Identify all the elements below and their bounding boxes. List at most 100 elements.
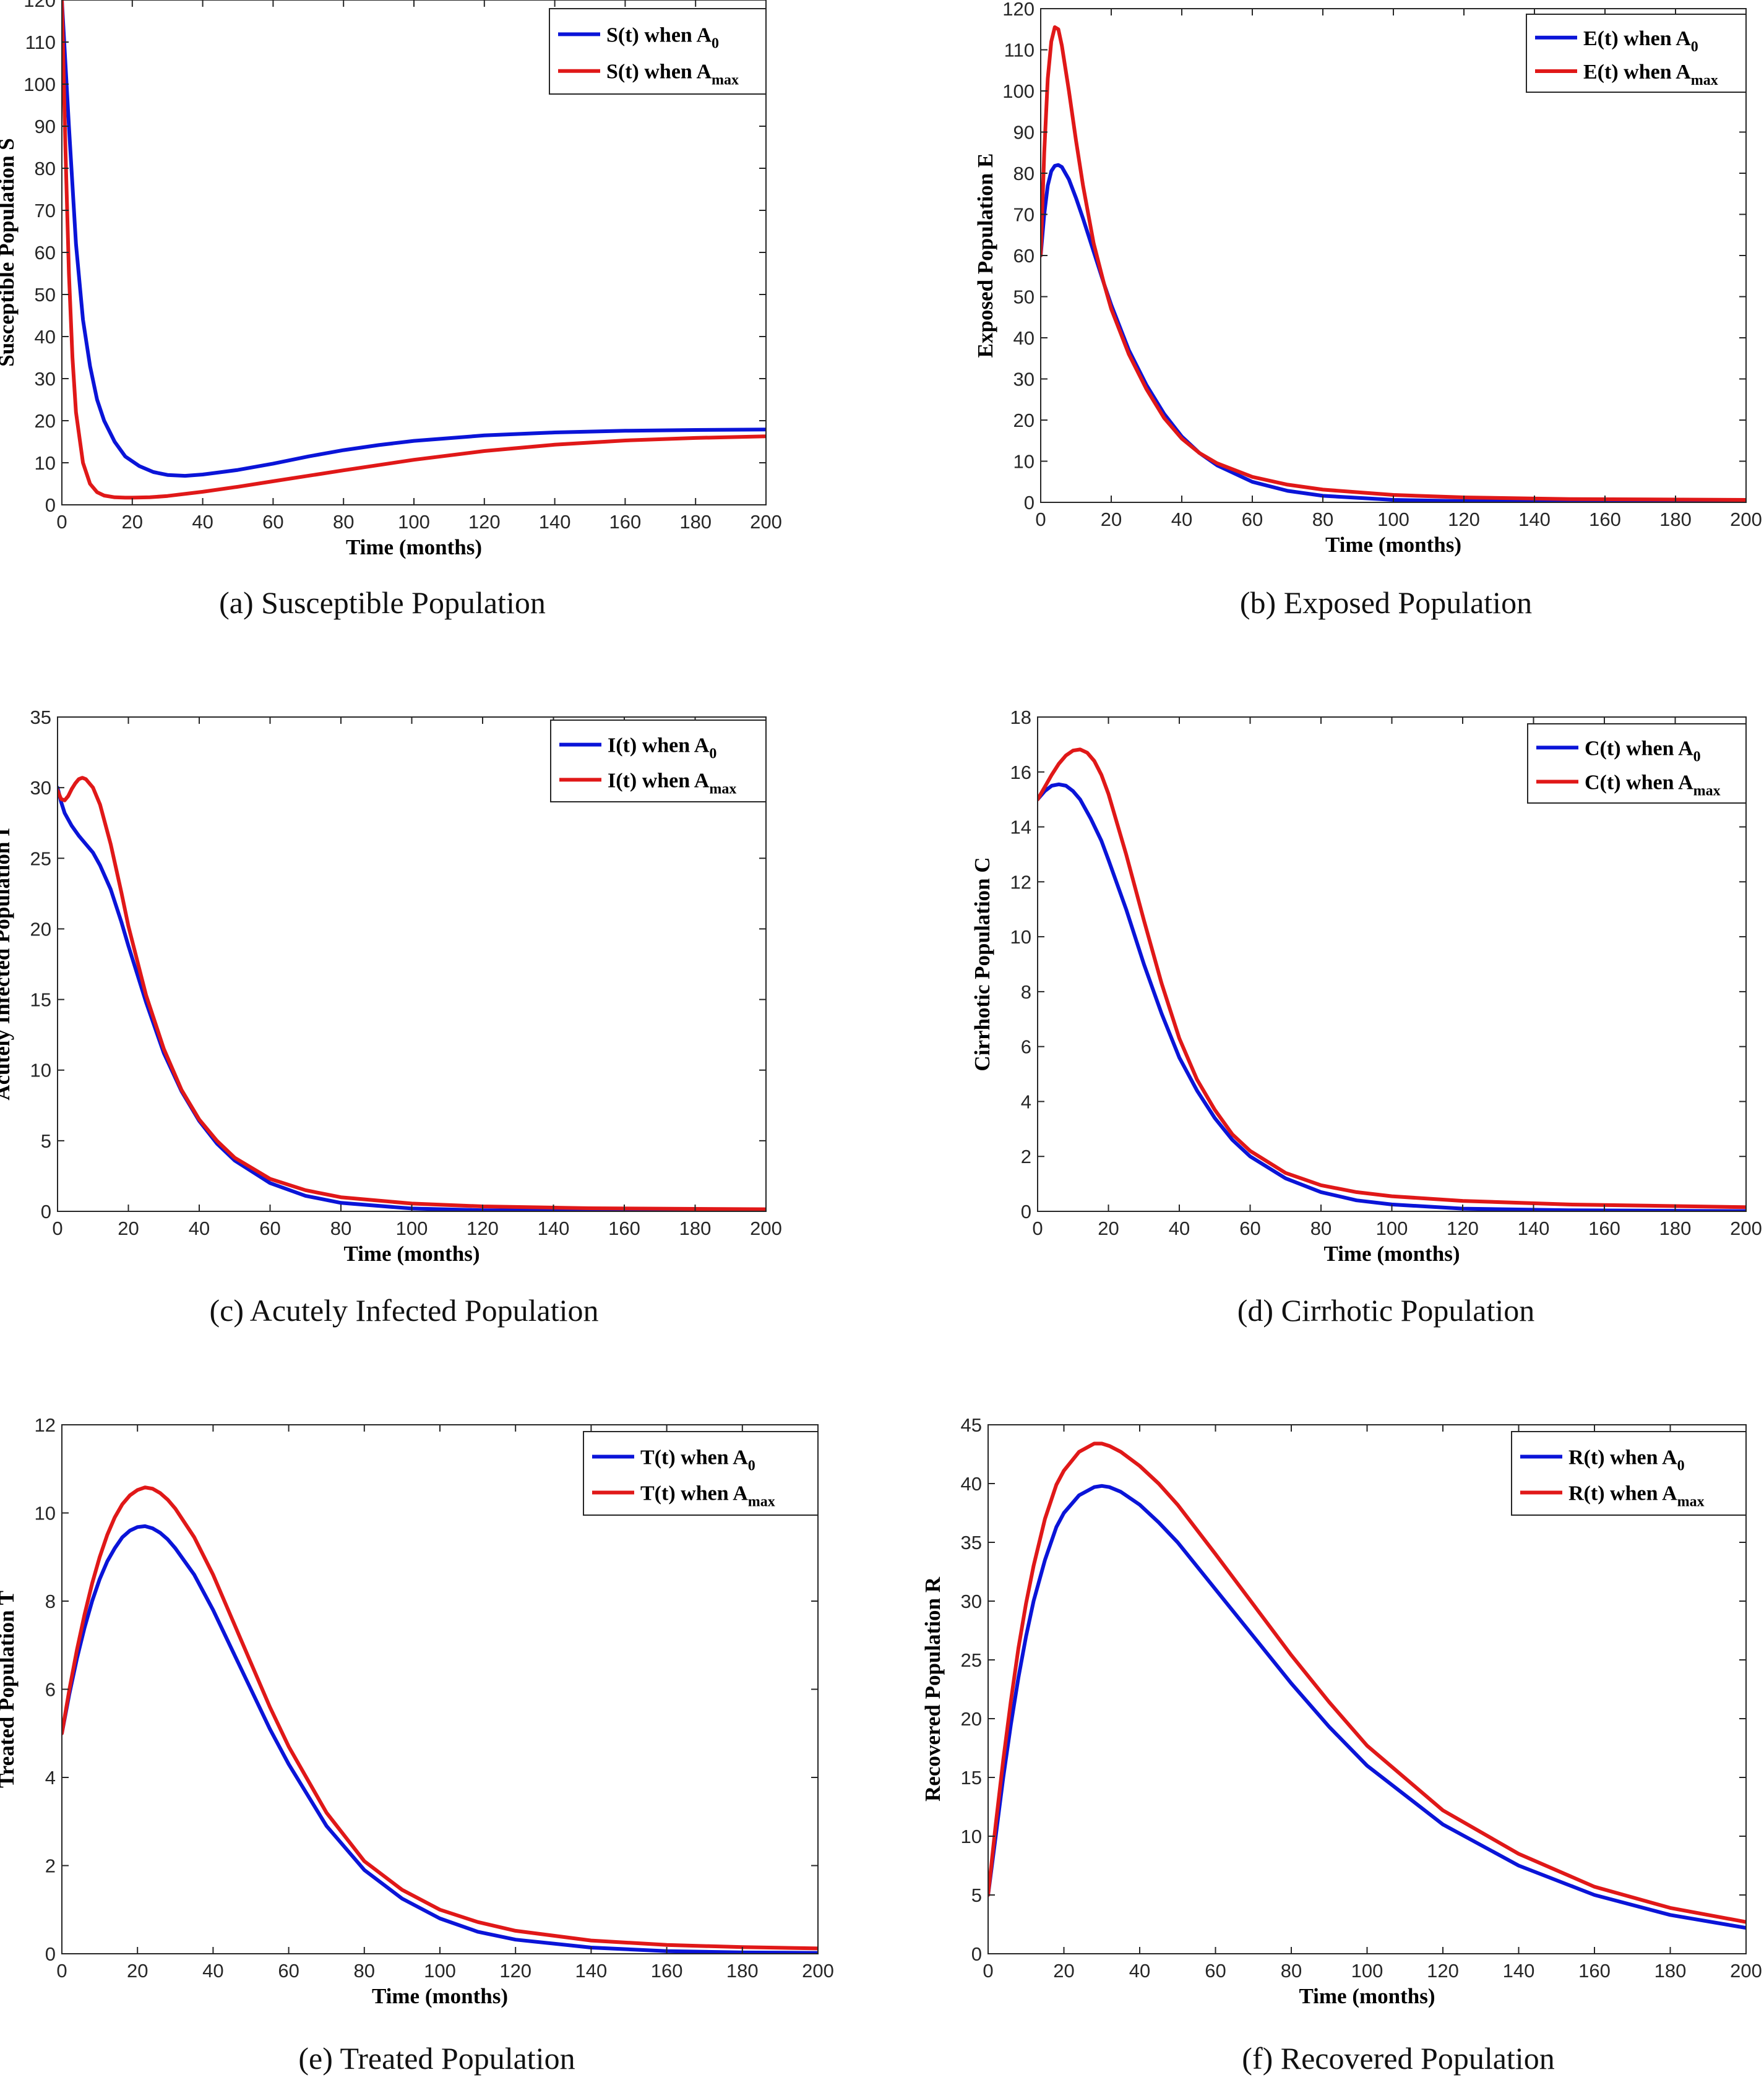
legend-entry-label: S(t) when A0 [606,24,719,51]
legend-entry-label: R(t) when A0 [1568,1446,1685,1474]
x-tick-label: 100 [1351,1960,1383,1982]
x-tick-label: 40 [1169,1218,1190,1239]
x-tick-label: 40 [192,511,213,533]
legend-d: C(t) when A0 C(t) when Amax [1527,723,1747,804]
y-tick-label: 80 [35,158,56,179]
x-tick-label: 140 [1518,1218,1550,1239]
y-tick-label: 2 [45,1855,56,1877]
y-tick-label: 5 [41,1130,51,1152]
y-tick-label: 4 [45,1767,56,1789]
x-tick-label: 80 [1310,1218,1332,1239]
legend-box [1511,1431,1747,1516]
y-tick-label: 2 [1021,1146,1031,1167]
panel-caption-f: (f) Recovered Population [1242,2041,1554,2076]
legend-entry-label: C(t) when A0 [1585,737,1701,765]
x-tick-label: 0 [56,511,67,533]
x-tick-label: 60 [278,1960,299,1982]
y-tick-label: 30 [961,1591,982,1612]
x-tick-label: 60 [1205,1960,1226,1982]
series-line-a-amax [62,0,766,500]
x-tick-label: 180 [1659,1218,1692,1239]
legend-box [549,8,767,95]
x-tick-label: 120 [1447,1218,1479,1239]
x-tick-label: 200 [1730,509,1762,530]
y-tick-label: 90 [35,116,56,137]
x-axis-label: Time (months) [1299,1984,1435,2008]
x-tick-label: 0 [52,1218,62,1239]
x-tick-label: 180 [1659,509,1692,530]
series-line-e-a0 [62,1524,818,1954]
legend-e: T(t) when A0 T(t) when Amax [583,1431,819,1516]
x-tick-label: 180 [679,511,712,533]
x-tick-label: 100 [424,1960,456,1982]
y-axis-label: Susceptible Population S [0,138,19,367]
x-tick-label: 60 [1242,509,1263,530]
legend-entry-label: T(t) when A0 [640,1446,755,1474]
x-tick-label: 0 [983,1960,993,1982]
series-line-a-a0 [62,0,766,478]
panel-caption-e: (e) Treated Population [298,2041,575,2076]
y-tick-label: 10 [30,1060,51,1081]
y-tick-label: 20 [961,1708,982,1730]
x-axis-label: Time (months) [343,1242,480,1266]
y-tick-label: 0 [41,1201,51,1222]
series-line-b-a0 [1041,163,1746,502]
y-tick-label: 10 [961,1826,982,1847]
x-tick-label: 80 [354,1960,375,1982]
x-tick-label: 160 [1578,1960,1611,1982]
y-tick-label: 110 [25,32,56,53]
y-tick-label: 10 [35,1503,56,1524]
legend-entry-label: E(t) when Amax [1583,61,1718,88]
x-tick-label: 120 [468,511,501,533]
x-tick-label: 160 [609,511,642,533]
y-tick-label: 35 [961,1532,982,1553]
series-line-f-a0 [988,1484,1746,1930]
legend-f: R(t) when A0 R(t) when Amax [1511,1431,1747,1516]
x-axis-label: Time (months) [1325,533,1461,557]
series-line-c-amax [58,776,766,1211]
y-tick-label: 12 [1010,871,1031,893]
legend-box [583,1431,819,1516]
x-tick-label: 20 [1053,1960,1074,1982]
x-tick-label: 0 [1035,509,1046,530]
x-tick-label: 200 [750,1218,782,1239]
y-tick-label: 50 [1013,286,1035,308]
x-tick-label: 60 [259,1218,280,1239]
y-axis-label: Acutely Infected Population I [0,828,14,1100]
x-tick-label: 40 [1171,509,1192,530]
series-line-e-amax [62,1485,818,1951]
y-tick-label: 20 [1013,410,1035,431]
x-tick-label: 120 [499,1960,531,1982]
y-tick-label: 8 [45,1591,56,1612]
x-tick-label: 200 [802,1960,834,1982]
y-tick-label: 30 [30,777,51,799]
y-tick-label: 30 [35,368,56,390]
x-tick-label: 40 [189,1218,210,1239]
x-tick-label: 160 [1589,509,1621,530]
chart-panel-a: 0 20 40 60 80 100 120 140 160 180 200 0 10 20 30 40 50 60… [0,0,782,620]
legend-entry-label: I(t) when A0 [608,734,716,762]
x-tick-label: 100 [1376,1218,1408,1239]
x-tick-label: 140 [1518,509,1551,530]
x-axis-label: Time (months) [346,535,482,559]
legend-entry-label: R(t) when Amax [1568,1482,1705,1510]
x-tick-label: 80 [333,511,354,533]
panel-caption-c: (c) Acutely Infected Population [210,1293,599,1328]
y-tick-label: 60 [1013,245,1035,267]
x-axis-label: Time (months) [1323,1242,1460,1266]
x-tick-label: 20 [127,1960,148,1982]
x-tick-label: 80 [1281,1960,1302,1982]
y-tick-label: 100 [1002,80,1035,102]
x-tick-label: 0 [56,1960,67,1982]
x-tick-label: 100 [396,1218,428,1239]
x-tick-label: 180 [1654,1960,1687,1982]
y-tick-label: 100 [24,74,56,95]
x-tick-label: 40 [1129,1960,1150,1982]
x-tick-label: 20 [1101,509,1122,530]
legend-entry-label: C(t) when Amax [1585,771,1721,799]
x-tick-label: 0 [1032,1218,1043,1239]
chart-panel-c: 0 20 40 60 80 100 120 140 160 180 200 0 5 10 15 20 25 30 3… [0,707,782,1328]
x-tick-label: 40 [202,1960,223,1982]
x-tick-label: 140 [539,511,571,533]
